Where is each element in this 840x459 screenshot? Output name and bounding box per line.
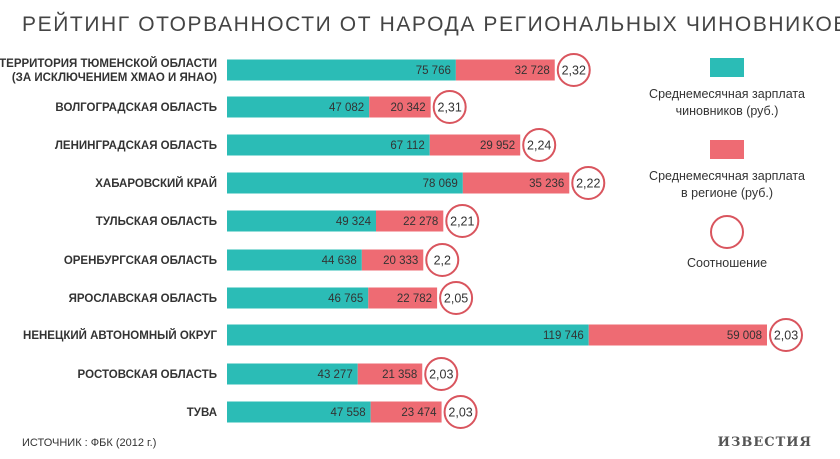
official-salary-label: 44 638: [322, 255, 357, 267]
regional-salary-bar: [455, 59, 555, 81]
region-label: ТУЛЬСКАЯ ОБЛАСТЬ: [96, 216, 217, 228]
regional-salary-bar: [376, 210, 444, 232]
ratio-label: 2,31: [438, 101, 462, 115]
official-salary-label: 43 277: [318, 369, 353, 381]
regional-salary-bar: [361, 249, 424, 271]
regional-salary-bar: [357, 363, 423, 385]
ratio-circle: [425, 243, 460, 277]
official-salary-bar: [227, 172, 463, 194]
region-label: ВОЛГОГРАДСКАЯ ОБЛАСТЬ: [55, 102, 217, 114]
ratio-circle: [424, 357, 459, 391]
legend-swatch-officials: [710, 58, 744, 77]
official-salary-bar: [227, 249, 362, 271]
ratio-label: 2,05: [444, 292, 468, 306]
publisher-logo: ИЗВЕСТИЯ: [718, 435, 812, 450]
ratio-circle: [556, 53, 591, 87]
ratio-label: 2,24: [527, 139, 551, 153]
ratio-circle: [432, 90, 467, 124]
legend: Среднемесячная зарплата чиновников (руб.)…: [649, 58, 805, 270]
regional-salary-bar: [370, 401, 442, 423]
ratio-label: 2,03: [429, 368, 453, 382]
ratio-label: 2,03: [448, 406, 472, 420]
regional-salary-label: 22 278: [403, 216, 438, 228]
ratio-circle: [445, 204, 480, 238]
official-salary-label: 49 324: [336, 216, 372, 228]
regional-salary-bar: [462, 172, 570, 194]
official-salary-label: 47 082: [329, 102, 364, 114]
region-label: НЕНЕЦКИЙ АВТОНОМНЫЙ ОКРУГ: [23, 329, 217, 342]
official-salary-label: 75 766: [416, 65, 451, 77]
regional-salary-label: 20 333: [383, 255, 418, 267]
legend-label-region-line2: в регионе (руб.): [681, 186, 773, 200]
region-label: ХАБАРОВСКИЙ КРАЙ: [95, 177, 217, 190]
official-salary-bar: [227, 134, 430, 156]
legend-label-region: Среднемесячная зарплата: [649, 169, 805, 183]
region-label: ТУВА: [187, 407, 217, 419]
region-label: ОРЕНБУРГСКАЯ ОБЛАСТЬ: [64, 255, 217, 267]
official-salary-label: 67 112: [390, 140, 424, 152]
regional-salary-label: 21 358: [382, 369, 417, 381]
ratio-circle: [443, 395, 478, 429]
official-salary-bar: [227, 287, 369, 309]
source-note: ИСТОЧНИК : ФБК (2012 г.): [22, 437, 156, 449]
regional-salary-bar: [368, 287, 438, 309]
regional-salary-label: 35 236: [529, 178, 564, 190]
legend-swatch-ratio: [710, 215, 744, 249]
ratio-label: 2,32: [562, 64, 586, 78]
region-label: РОСТОВСКАЯ ОБЛАСТЬ: [78, 369, 217, 381]
official-salary-bar: [227, 363, 358, 385]
official-salary-bar: [227, 401, 371, 423]
ratio-circle: [769, 318, 803, 352]
ratio-label: 2,22: [576, 177, 600, 191]
regional-salary-label: 32 728: [515, 65, 550, 77]
regional-salary-bar: [588, 324, 767, 346]
regional-salary-label: 29 952: [480, 140, 515, 152]
ratio-circle: [522, 128, 557, 162]
ratio-label: 2,2: [434, 254, 451, 268]
legend-label-officials: Среднемесячная зарплата: [649, 87, 805, 101]
regional-salary-label: 23 474: [401, 407, 437, 419]
official-salary-label: 47 558: [330, 407, 365, 419]
regional-salary-bar: [429, 134, 521, 156]
official-salary-bar: [227, 324, 589, 346]
ratio-circle: [571, 166, 606, 200]
legend-label-officials-line2: чиновников (руб.): [676, 104, 779, 118]
legend-swatch-region: [710, 140, 744, 159]
regional-salary-label: 22 782: [397, 293, 432, 305]
ratio-label: 2,21: [450, 215, 474, 229]
official-salary-bar: [227, 96, 370, 118]
region-label: ЛЕНИНГРАДСКАЯ ОБЛАСТЬ: [55, 140, 217, 152]
official-salary-label: 46 765: [328, 293, 363, 305]
ratio-label: 2,03: [774, 329, 798, 343]
region-label: ТЕРРИТОРИЯ ТЮМЕНСКОЙ ОБЛАСТИ: [0, 57, 217, 70]
ratio-circle: [439, 281, 474, 315]
legend-label-ratio: Соотношение: [687, 256, 767, 270]
region-label-line2: (ЗА ИСКЛЮЧЕНИЕМ ХМАО И ЯНАО): [12, 72, 217, 84]
official-salary-bar: [227, 210, 377, 232]
regional-salary-label: 20 342: [390, 102, 425, 114]
official-salary-bar: [227, 59, 456, 81]
regional-salary-bar: [369, 96, 431, 118]
chart-title: РЕЙТИНГ ОТОРВАННОСТИ ОТ НАРОДА РЕГИОНАЛЬ…: [22, 12, 840, 36]
region-label: ЯРОСЛАВСКАЯ ОБЛАСТЬ: [69, 293, 217, 305]
official-salary-label: 119 746: [543, 330, 584, 342]
official-salary-label: 78 069: [423, 178, 458, 190]
regional-salary-label: 59 008: [727, 330, 762, 342]
bars-group: ТЕРРИТОРИЯ ТЮМЕНСКОЙ ОБЛАСТИ (ЗА ИСКЛЮЧЕН…: [0, 53, 803, 429]
